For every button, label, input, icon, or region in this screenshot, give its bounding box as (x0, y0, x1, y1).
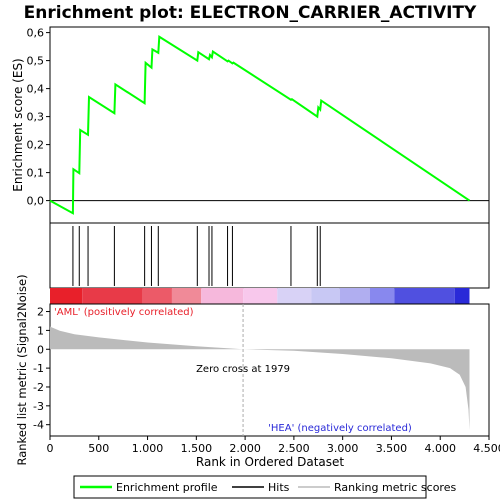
color-bar-segment (172, 288, 201, 304)
color-bar-segment (243, 288, 277, 304)
color-bar-segment (143, 288, 172, 304)
es-y-tick-label: 0,2 (27, 139, 45, 152)
es-y-tick-label: 0,5 (27, 55, 45, 68)
rank-color-bar (50, 288, 469, 304)
color-bar-segment (82, 288, 142, 304)
x-tick-label: 3.500 (376, 442, 408, 455)
metric-y-tick-label: 2 (37, 306, 44, 319)
color-bar-segment (370, 288, 394, 304)
es-panel: 0,0 0,1 0,2 0,3 0,4 0,5 0,6 Enrichment score (… (11, 27, 489, 223)
x-tick-label: 2.500 (278, 442, 310, 455)
metric-axis-label: Ranked list metric (Signal2Noise) (15, 274, 29, 465)
es-y-tick-label: 0,1 (27, 167, 45, 180)
zero-cross-label: Zero cross at 1979 (196, 364, 290, 375)
metric-y-tick-label: 1 (37, 324, 44, 337)
legend-hits-label: Hits (268, 481, 290, 494)
es-axis-label: Enrichment score (ES) (11, 58, 25, 191)
x-tick-label: 4.500 (473, 442, 500, 455)
legend: Enrichment profile Hits Ranking metric s… (74, 476, 456, 498)
es-panel-frame (50, 27, 489, 223)
legend-metric-label: Ranking metric scores (334, 481, 456, 494)
metric-y-tick-label: -2 (33, 381, 44, 394)
x-axis: 0 500 1.000 1.500 2.000 2.500 3.000 3.500 4.000 4… (47, 436, 500, 455)
color-bar-segment (455, 288, 470, 304)
metric-y-tick-label: -3 (33, 400, 44, 413)
color-bar-segment (277, 288, 311, 304)
es-y-tick-label: 0,6 (27, 27, 45, 40)
color-bar-segment (50, 288, 82, 304)
x-tick-label: 500 (88, 442, 109, 455)
color-bar-segment (311, 288, 339, 304)
x-tick-label: 1.500 (181, 442, 213, 455)
metric-y-tick-label: -4 (33, 419, 44, 432)
positive-class-label: 'AML' (positively correlated) (54, 307, 194, 318)
hits-panel (50, 223, 489, 288)
legend-enrichment-label: Enrichment profile (116, 481, 218, 494)
metric-y-tick-label: -1 (33, 362, 44, 375)
x-axis-label: Rank in Ordered Dataset (196, 455, 344, 469)
x-tick-label: 1.000 (132, 442, 164, 455)
color-bar-segment (340, 288, 370, 304)
es-y-tick-label: 0,4 (27, 83, 45, 96)
color-bar-segment (394, 288, 454, 304)
x-tick-label: 2.000 (229, 442, 261, 455)
negative-class-label: 'HEA' (negatively correlated) (268, 423, 412, 434)
es-y-tick-label: 0,3 (27, 111, 45, 124)
color-bar-segment (201, 288, 243, 304)
chart-title: Enrichment plot: ELECTRON_CARRIER_ACTIVI… (24, 3, 477, 23)
hits-panel-frame (50, 223, 489, 288)
x-tick-label: 3.000 (327, 442, 359, 455)
es-y-tick-label: 0,0 (27, 195, 45, 208)
x-tick-label: 0 (47, 442, 54, 455)
x-tick-label: 4.000 (424, 442, 456, 455)
metric-y-tick-label: 0 (37, 343, 44, 356)
